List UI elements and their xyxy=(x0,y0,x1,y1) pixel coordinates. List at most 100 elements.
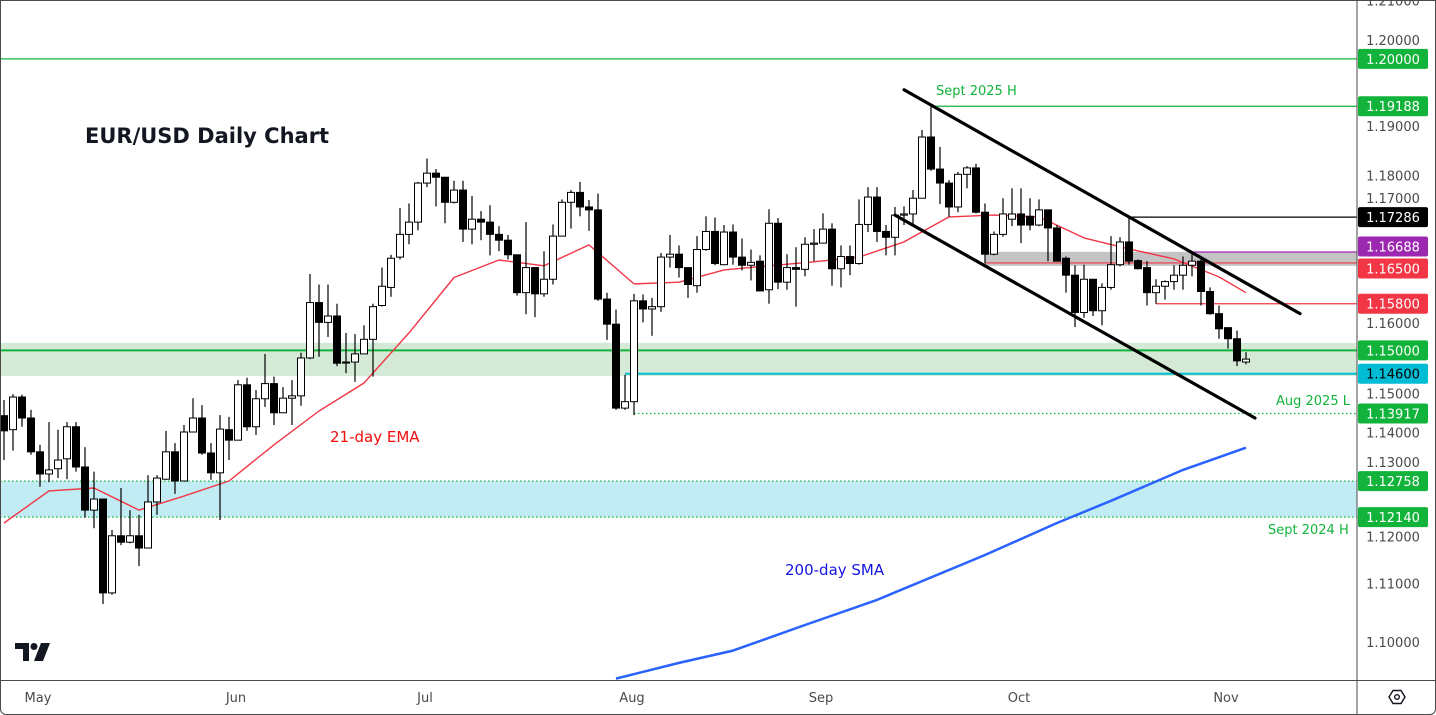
candle[interactable] xyxy=(144,475,152,549)
candle[interactable] xyxy=(27,409,35,455)
candle[interactable] xyxy=(882,225,890,256)
candle[interactable] xyxy=(1215,305,1223,339)
candle[interactable] xyxy=(819,213,827,244)
candle[interactable] xyxy=(81,447,89,518)
candle[interactable] xyxy=(603,292,611,340)
candle[interactable] xyxy=(612,309,620,410)
candle[interactable] xyxy=(477,211,485,241)
candle[interactable] xyxy=(963,166,971,189)
candle[interactable] xyxy=(765,209,773,304)
candle[interactable] xyxy=(1062,256,1070,293)
candle[interactable] xyxy=(1,399,8,460)
candle[interactable] xyxy=(225,416,233,460)
candle[interactable] xyxy=(261,353,269,407)
candle[interactable] xyxy=(450,180,458,204)
candle[interactable] xyxy=(306,274,314,360)
candle[interactable] xyxy=(189,398,197,433)
candle[interactable] xyxy=(702,216,710,251)
candle[interactable] xyxy=(990,231,998,256)
candle[interactable] xyxy=(252,390,260,435)
candle[interactable] xyxy=(1242,352,1250,365)
candle[interactable] xyxy=(621,374,629,410)
candle[interactable] xyxy=(162,430,170,480)
candle[interactable] xyxy=(1143,261,1151,306)
candle[interactable] xyxy=(1188,254,1196,277)
candle[interactable] xyxy=(1179,256,1187,290)
candle[interactable] xyxy=(1107,236,1115,290)
candle[interactable] xyxy=(873,187,881,242)
candle[interactable] xyxy=(1008,188,1016,227)
candle[interactable] xyxy=(414,181,422,231)
candle[interactable] xyxy=(72,422,80,472)
candle[interactable] xyxy=(936,146,944,205)
candle[interactable] xyxy=(693,236,701,293)
candle[interactable] xyxy=(1089,278,1097,316)
candle[interactable] xyxy=(675,245,683,278)
channel-upper-trendline[interactable] xyxy=(902,88,1302,316)
candle[interactable] xyxy=(378,267,386,307)
candle[interactable] xyxy=(243,377,251,431)
candle[interactable] xyxy=(324,284,332,337)
candle[interactable] xyxy=(405,203,413,245)
candle[interactable] xyxy=(45,422,53,483)
candle[interactable] xyxy=(1152,279,1160,304)
candle[interactable] xyxy=(396,208,404,260)
candle[interactable] xyxy=(945,180,953,217)
candle[interactable] xyxy=(117,487,125,546)
candle[interactable] xyxy=(783,254,791,290)
candle[interactable] xyxy=(54,429,62,479)
candle[interactable] xyxy=(441,176,449,224)
candle[interactable] xyxy=(495,226,503,252)
candle[interactable] xyxy=(432,169,440,207)
candle[interactable] xyxy=(216,415,224,521)
candle[interactable] xyxy=(711,217,719,266)
candle[interactable] xyxy=(927,106,935,171)
candle[interactable] xyxy=(63,422,71,480)
candle[interactable] xyxy=(855,199,863,265)
candle[interactable] xyxy=(126,510,134,544)
candle[interactable] xyxy=(207,443,215,480)
candle[interactable] xyxy=(522,222,530,315)
candle[interactable] xyxy=(9,394,17,451)
candle[interactable] xyxy=(36,444,44,487)
candle[interactable] xyxy=(720,225,728,266)
candle[interactable] xyxy=(1098,283,1106,326)
candle[interactable] xyxy=(567,190,575,229)
candle[interactable] xyxy=(558,199,566,237)
candle[interactable] xyxy=(576,181,584,217)
candle[interactable] xyxy=(999,198,1007,237)
candle[interactable] xyxy=(387,254,395,297)
candle[interactable] xyxy=(288,380,296,426)
candle[interactable] xyxy=(315,284,323,357)
candle[interactable] xyxy=(657,253,665,312)
candle[interactable] xyxy=(1206,287,1214,315)
candle[interactable] xyxy=(99,498,107,604)
settings-hexagon-icon[interactable] xyxy=(1388,688,1406,706)
candle[interactable] xyxy=(1053,225,1061,262)
candle[interactable] xyxy=(504,234,512,260)
candle[interactable] xyxy=(234,380,242,441)
candle[interactable] xyxy=(1197,257,1205,306)
candle[interactable] xyxy=(981,203,989,264)
candle[interactable] xyxy=(747,249,755,281)
candle[interactable] xyxy=(90,471,98,529)
candle[interactable] xyxy=(369,303,377,377)
candle[interactable] xyxy=(792,247,800,307)
candle[interactable] xyxy=(279,387,287,414)
candle[interactable] xyxy=(1116,237,1124,267)
candle[interactable] xyxy=(1017,188,1025,244)
channel-lower-trendline[interactable] xyxy=(893,213,1257,420)
candle[interactable] xyxy=(918,130,926,199)
candle[interactable] xyxy=(864,187,872,233)
candle[interactable] xyxy=(18,394,26,427)
candle[interactable] xyxy=(954,171,962,213)
candle[interactable] xyxy=(594,193,602,301)
candle[interactable] xyxy=(1044,209,1052,262)
candle[interactable] xyxy=(153,475,161,515)
candle[interactable] xyxy=(342,332,350,374)
candle[interactable] xyxy=(801,237,809,277)
candle[interactable] xyxy=(639,294,647,323)
candle[interactable] xyxy=(585,199,593,231)
candle[interactable] xyxy=(972,163,980,214)
